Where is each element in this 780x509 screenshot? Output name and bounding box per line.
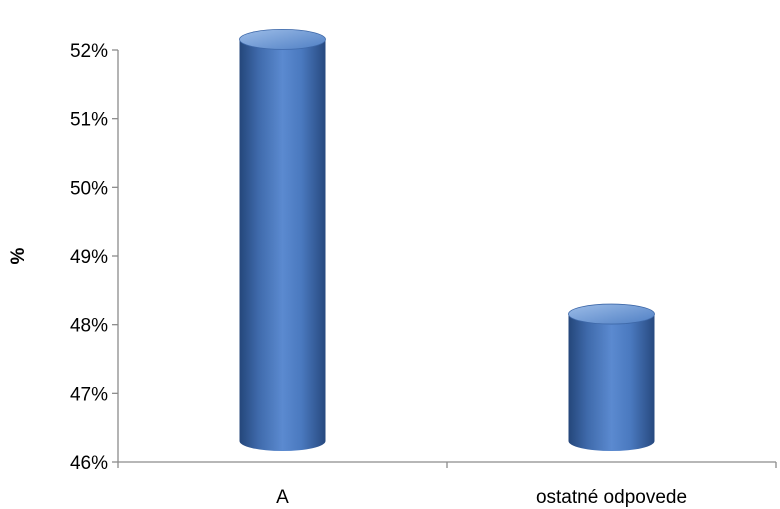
y-tick-label: 52% [70, 41, 108, 62]
y-tick-label: 51% [70, 110, 108, 131]
bar-body [239, 39, 326, 452]
bar-body [568, 314, 655, 452]
y-tick-label: 46% [70, 453, 108, 474]
y-tick-label: 47% [70, 384, 108, 405]
bars [239, 29, 655, 452]
y-axis: 46% 47% 48% 49% 50% 51% 52% [70, 41, 119, 474]
y-tick-label: 49% [70, 247, 108, 268]
y-tick-label: 48% [70, 316, 108, 337]
bar [568, 303, 655, 452]
y-axis-title: % [8, 247, 29, 264]
x-category-label: A [276, 487, 289, 508]
bar-top-cap [568, 303, 655, 325]
bar [239, 29, 326, 452]
y-tick-label: 50% [70, 178, 108, 199]
bar-top-cap [239, 29, 326, 50]
x-category-label: ostatné odpovede [536, 487, 687, 508]
